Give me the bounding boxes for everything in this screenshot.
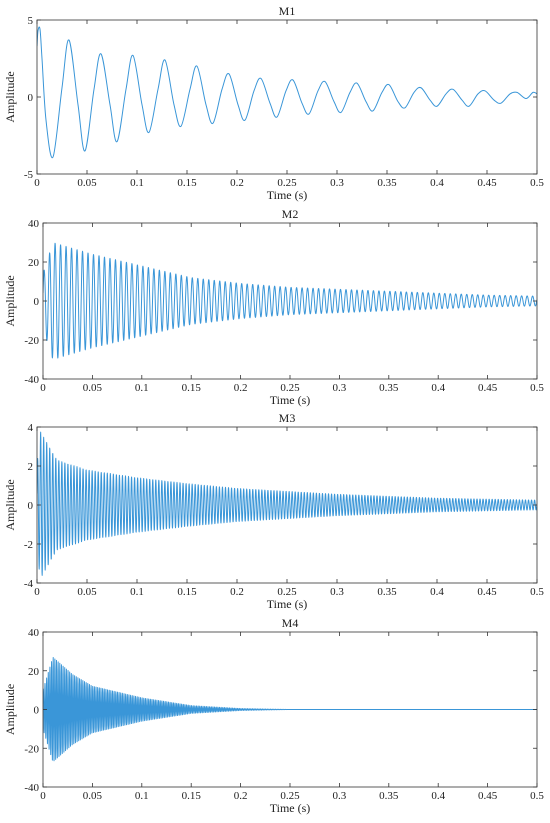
x-tick-label: 0.2 <box>234 790 248 802</box>
y-tick-label: -2 <box>24 539 33 551</box>
x-tick-label: 0 <box>34 586 40 598</box>
x-tick-label: 0 <box>40 790 46 802</box>
y-tick-label: -20 <box>24 743 39 755</box>
x-tick-label: 0.3 <box>330 586 344 598</box>
panel-title: M3 <box>279 411 296 425</box>
x-tick-label: 0.1 <box>130 177 144 189</box>
x-tick-label: 0 <box>40 382 46 394</box>
x-tick-label: 0.4 <box>431 382 445 394</box>
x-axis-label: Time (s) <box>267 188 308 202</box>
y-tick-label: 4 <box>28 422 34 434</box>
x-tick-label: 0.2 <box>230 177 244 189</box>
x-tick-label: 0.25 <box>280 790 300 802</box>
x-tick-label: 0.1 <box>135 382 149 394</box>
x-tick-label: 0.5 <box>530 586 544 598</box>
y-tick-label: 0 <box>28 92 34 104</box>
x-tick-label: 0.45 <box>477 586 497 598</box>
y-tick-label: 0 <box>34 296 40 308</box>
y-tick-label: -20 <box>24 335 39 347</box>
y-tick-label: 20 <box>28 257 40 269</box>
x-tick-label: 0.5 <box>530 382 544 394</box>
panel-M1: M1 0 0.05 0.1 0.15 0.2 0.25 0.3 0.35 0.4 0.45 0.5 5 0… <box>3 4 544 202</box>
x-tick-label: 0.1 <box>130 586 144 598</box>
x-tick-label: 0.3 <box>333 790 347 802</box>
x-tick-label: 0.4 <box>430 586 444 598</box>
y-tick-label: 40 <box>28 218 40 230</box>
x-tick-label: 0.45 <box>478 382 498 394</box>
x-axis-label: Time (s) <box>267 597 308 611</box>
y-tick-label: 5 <box>28 15 34 27</box>
x-tick-label: 0 <box>34 177 40 189</box>
y-tick-label: 0 <box>28 500 34 512</box>
x-tick-label: 0.25 <box>277 177 297 189</box>
y-axis-label: Amplitude <box>3 275 17 326</box>
signal-trace <box>43 242 537 359</box>
panel-M2: M2 0 0.05 0.1 0.15 0.2 0.25 0.3 0.35 0.4 0.45 0.5 40… <box>3 207 544 407</box>
x-tick-label: 0.05 <box>77 586 97 598</box>
plot-frame <box>36 19 538 175</box>
y-tick-label: 40 <box>28 627 40 639</box>
x-tick-label: 0.3 <box>330 177 344 189</box>
y-axis-label: Amplitude <box>3 71 17 122</box>
panel-title: M1 <box>279 4 296 18</box>
y-tick-label: 2 <box>28 461 34 473</box>
x-tick-label: 0.35 <box>379 382 399 394</box>
x-tick-label: 0.05 <box>83 382 103 394</box>
y-tick-label: -40 <box>24 374 39 386</box>
y-tick-label: -4 <box>24 578 34 590</box>
x-tick-label: 0.25 <box>280 382 300 394</box>
x-tick-label: 0.05 <box>77 177 97 189</box>
x-tick-label: 0.4 <box>431 790 445 802</box>
signal-trace <box>37 26 537 159</box>
x-tick-label: 0.3 <box>333 382 347 394</box>
y-tick-label: -40 <box>24 782 39 794</box>
y-tick-label: 20 <box>28 666 40 678</box>
x-tick-label: 0.5 <box>530 790 544 802</box>
x-tick-label: 0.35 <box>377 177 397 189</box>
x-tick-label: 0.4 <box>430 177 444 189</box>
x-axis-label: Time (s) <box>270 801 311 815</box>
x-tick-label: 0.2 <box>230 586 244 598</box>
panel-M4: M4 0 0.05 0.1 0.15 0.2 0.25 0.3 0.35 0.4 0.45 0.5 40… <box>3 616 544 815</box>
x-tick-label: 0.15 <box>182 790 202 802</box>
y-axis-label: Amplitude <box>3 479 17 530</box>
x-tick-label: 0.35 <box>379 790 399 802</box>
panel-M3: M3 0 0.05 0.1 0.15 0.2 0.25 0.3 0.35 0.4 0.45 0.5 4 2… <box>3 411 544 611</box>
panel-title: M2 <box>282 207 299 221</box>
signal-trace <box>43 656 537 762</box>
x-tick-label: 0.2 <box>234 382 248 394</box>
x-tick-label: 0.45 <box>477 177 497 189</box>
x-tick-label: 0.5 <box>530 177 544 189</box>
panel-title: M4 <box>282 616 299 630</box>
x-tick-label: 0.15 <box>182 382 202 394</box>
y-axis-label: Amplitude <box>3 684 17 735</box>
signal-trace <box>37 431 537 576</box>
x-tick-label: 0.45 <box>478 790 498 802</box>
x-tick-label: 0.25 <box>277 586 297 598</box>
x-axis-label: Time (s) <box>270 393 311 407</box>
x-tick-label: 0.15 <box>177 586 197 598</box>
y-tick-label: -5 <box>24 169 34 181</box>
x-tick-label: 0.35 <box>377 586 397 598</box>
y-tick-label: 0 <box>34 705 40 717</box>
x-tick-label: 0.1 <box>135 790 149 802</box>
x-tick-label: 0.15 <box>177 177 197 189</box>
x-tick-label: 0.05 <box>83 790 103 802</box>
